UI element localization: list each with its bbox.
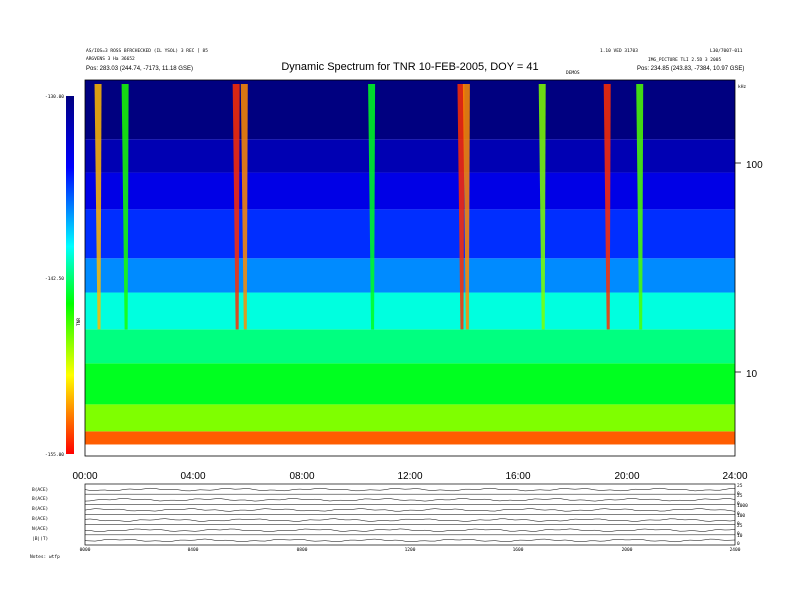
- header-right-position: Pos: 234.85 (243.83, -7384, 10.97 GSE): [637, 66, 744, 72]
- radio-burst: [94, 84, 102, 330]
- panel-right-tick: 0: [737, 531, 740, 537]
- colorbar-tick-mid: -142.50: [45, 276, 64, 282]
- panel-label: B(ACE): [32, 516, 48, 522]
- spectrum-band: [85, 292, 735, 330]
- panel-right-tick: 25: [737, 523, 743, 529]
- panel-x-tick: 0800: [297, 547, 308, 553]
- panel-label: N(ACE): [32, 526, 48, 532]
- colorbar-tick-bottom: -155.00: [45, 452, 64, 458]
- x-axis: 00:00 04:00 08:00 12:00 16:00 20:00 24:0…: [72, 471, 747, 482]
- x-tick-label: 24:00: [722, 471, 747, 482]
- radio-burst: [457, 84, 465, 330]
- panel-label: B(ACE): [32, 496, 48, 502]
- x-tick-label: 20:00: [614, 471, 639, 482]
- panel-right-tick: 10: [737, 533, 743, 539]
- y-tick-label-10: 10: [746, 369, 758, 380]
- time-marker-label: DEMOS: [566, 70, 580, 76]
- panel-right-tick: 25: [737, 483, 743, 489]
- spectrogram: [85, 80, 735, 445]
- solar-wind-panels: B(ACE) B(ACE) B(ACE) B(ACE) N(ACE) |B|(T…: [32, 483, 748, 553]
- header-left-position: Pos: 283.03 (244.74, -7173, 11.18 GSE): [86, 66, 193, 72]
- x-tick-label: 04:00: [180, 471, 205, 482]
- panel-x-tick: 1200: [405, 547, 416, 553]
- panel-right-tick: 0: [737, 511, 740, 517]
- spectrum-band: [85, 172, 735, 210]
- radio-burst: [538, 84, 546, 330]
- panel-label: B(ACE): [32, 506, 48, 512]
- x-tick-label: 16:00: [505, 471, 530, 482]
- header-right-line3: IMG_PICTURE TLI 2.5D 3 2005: [648, 57, 721, 63]
- spectrum-band: [85, 258, 735, 293]
- panel-right-tick: 0: [737, 521, 740, 527]
- spectrum-band: [85, 80, 735, 140]
- panel-trace: [84, 508, 736, 512]
- radio-burst: [636, 84, 644, 330]
- header-right-line2: L30/7007-011: [710, 48, 743, 54]
- radio-burst: [462, 84, 470, 330]
- x-tick-label: 00:00: [72, 471, 97, 482]
- chart-title: Dynamic Spectrum for TNR 10-FEB-2005, DO…: [281, 61, 538, 73]
- spectrum-band: [85, 363, 735, 405]
- radio-burst: [240, 84, 248, 330]
- header-left-line2: ARGVENS 3 Ha 36652: [86, 56, 135, 62]
- panel-right-tick: 100: [737, 513, 745, 519]
- header-right-line1: 1.10 VED 31703: [600, 48, 638, 54]
- y-tick-label-100: 100: [746, 160, 763, 171]
- radio-burst: [368, 84, 376, 330]
- panel-right-tick: 1000: [737, 503, 748, 509]
- panel-label: |B|(T): [32, 536, 48, 542]
- y-axis-unit: kHz: [738, 84, 746, 90]
- footer-notes: Notes: wtfp: [30, 554, 60, 560]
- radio-burst: [232, 84, 240, 330]
- spectrogram-frame: [84, 79, 736, 457]
- panel-x-tick: 0000: [80, 547, 91, 553]
- x-tick-label: 12:00: [397, 471, 422, 482]
- panel-right-tick: 0: [737, 541, 740, 547]
- radio-burst: [603, 84, 611, 330]
- panel-x-tick: 2000: [622, 547, 633, 553]
- spectrum-band: [85, 404, 735, 432]
- spectrum-band: [85, 209, 735, 259]
- panel-right-tick: 25: [737, 493, 743, 499]
- panel-trace: [84, 518, 736, 522]
- colorbar-unit: TNR: [76, 318, 82, 326]
- spectrum-band: [85, 431, 735, 445]
- colorbar: [66, 96, 74, 454]
- panel-label: B(ACE): [32, 487, 48, 493]
- panel-x-tick: 1600: [513, 547, 524, 553]
- panel-trace: [84, 487, 736, 492]
- panel-trace: [84, 498, 736, 502]
- panel-x-tick: 2400: [730, 547, 741, 553]
- spectrum-band: [85, 329, 735, 364]
- colorbar-tick-top: -130.00: [45, 94, 64, 100]
- panel-trace: [84, 538, 736, 543]
- panel-right-tick: 0: [737, 491, 740, 497]
- panel-trace: [84, 528, 736, 532]
- spectrum-band: [85, 139, 735, 173]
- radio-burst: [121, 84, 129, 330]
- header-left-line1: AS/IOS=3 ROSS BFRCHECKED (IL YSOL) 3 REC…: [86, 48, 208, 54]
- x-tick-label: 08:00: [289, 471, 314, 482]
- panel-right-tick: 0: [737, 501, 740, 507]
- panel-x-tick: 0400: [188, 547, 199, 553]
